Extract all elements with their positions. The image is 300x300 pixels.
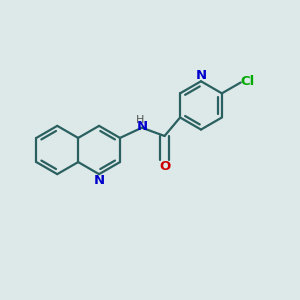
Text: N: N [136, 120, 147, 133]
Text: O: O [159, 160, 170, 173]
Text: H: H [136, 116, 145, 125]
Text: N: N [195, 69, 206, 82]
Text: N: N [94, 174, 105, 187]
Text: Cl: Cl [240, 74, 254, 88]
